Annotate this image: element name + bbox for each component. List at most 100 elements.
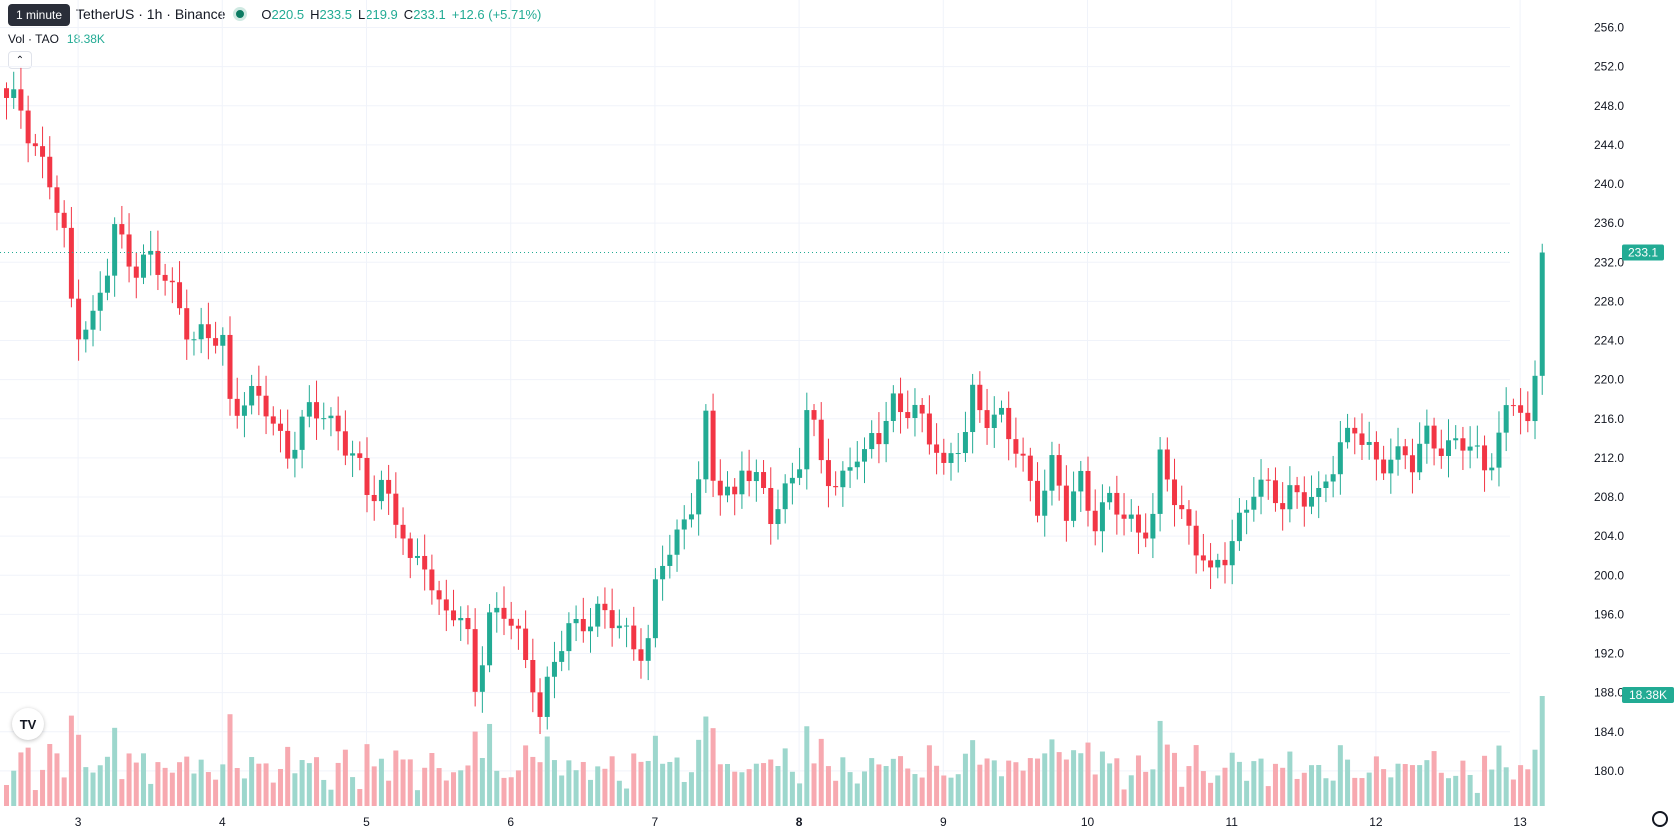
volume-bar-201 <box>1453 775 1459 806</box>
candle-body-26 <box>191 339 197 341</box>
volume-bar-199 <box>1438 772 1444 806</box>
candle-body-6 <box>47 156 53 188</box>
volume-bar-83 <box>602 768 608 806</box>
candle-body-169 <box>1222 559 1228 566</box>
candle-body-156 <box>1128 514 1134 519</box>
volume-legend: Vol · TAO 18.38K <box>8 32 105 46</box>
candle-body-161 <box>1164 449 1170 480</box>
candle-body-196 <box>1417 443 1423 473</box>
time-axis[interactable]: 3 4 5 6 7 8 9 10 11 12 13 <box>75 815 1527 829</box>
volume-bar-139 <box>1006 760 1012 806</box>
candle-body-12 <box>90 310 96 330</box>
volume-bar-128 <box>926 745 932 806</box>
price-tick-17: 248.0 <box>1594 99 1624 113</box>
candle-body-185 <box>1337 442 1343 475</box>
volume-bar-38 <box>277 768 283 806</box>
price-tick-6: 204.0 <box>1594 529 1624 543</box>
candle-body-78 <box>566 623 572 652</box>
candle-body-180 <box>1301 492 1307 507</box>
volume-bar-7 <box>54 753 60 806</box>
symbol-title[interactable]: TetherUS · 1h · Binance <box>76 6 226 22</box>
volume-bar-200 <box>1446 778 1451 806</box>
volume-bar-168 <box>1215 775 1221 806</box>
volume-bar-88 <box>638 761 644 806</box>
candle-body-131 <box>948 453 954 463</box>
price-tick-14: 236.0 <box>1594 216 1624 230</box>
candle-body-177 <box>1280 503 1286 510</box>
candle-body-50 <box>364 457 370 495</box>
volume-bar-124 <box>898 756 904 806</box>
candle-body-63 <box>458 618 464 621</box>
candle-body-109 <box>789 477 795 484</box>
candle-body-34 <box>249 385 255 406</box>
candle-body-93 <box>674 529 680 555</box>
candle-body-202 <box>1460 438 1466 451</box>
volume-bar-140 <box>1013 762 1019 806</box>
candle-body-213 <box>1539 252 1545 376</box>
chevron-up-icon: ⌃ <box>15 54 25 66</box>
volume-bar-193 <box>1395 763 1401 806</box>
candle-body-80 <box>580 618 586 632</box>
candle-body-0 <box>4 88 9 98</box>
volume-bar-157 <box>1135 755 1141 806</box>
volume-bar-132 <box>955 774 961 806</box>
volume-bar-95 <box>688 772 694 806</box>
volume-bar-141 <box>1020 770 1026 806</box>
candle-body-132 <box>955 453 961 455</box>
candle-body-148 <box>1071 491 1077 521</box>
volume-bar-48 <box>350 777 356 806</box>
candle-body-116 <box>840 470 846 488</box>
open-value: 220.5 <box>271 6 305 22</box>
volume-bar-13 <box>97 765 103 806</box>
volume-label[interactable]: Vol · TAO <box>8 32 59 46</box>
volume-bar-49 <box>357 789 363 806</box>
price-tick-1: 184.0 <box>1594 725 1624 739</box>
settings-icon[interactable] <box>1652 811 1668 827</box>
candle-body-30 <box>220 334 226 346</box>
candle-body-83 <box>602 603 608 611</box>
volume-bar-130 <box>941 775 947 806</box>
volume-bar-161 <box>1164 744 1170 806</box>
volume-bar-24 <box>177 762 183 806</box>
candle-body-81 <box>588 626 594 632</box>
candle-body-176 <box>1272 480 1278 504</box>
volume-bar-143 <box>1035 758 1041 806</box>
collapse-legend-button[interactable]: ⌃ <box>8 51 32 69</box>
candle-body-165 <box>1193 525 1199 556</box>
candle-body-174 <box>1258 479 1264 497</box>
volume-bar-105 <box>761 763 767 806</box>
candle-body-90 <box>652 579 658 639</box>
candle-body-92 <box>667 554 673 566</box>
volume-bar-53 <box>386 780 392 806</box>
price-axis[interactable]: 180.0 184.0 188.0 192.0 196.0 200.0 204.0 208.0… <box>1594 21 1674 778</box>
candle-body-38 <box>277 423 283 431</box>
volume-bar-11 <box>83 767 89 806</box>
volume-bar-32 <box>234 768 240 806</box>
last-price-label: 233.1 <box>1628 246 1658 260</box>
candle-body-144 <box>1042 490 1048 516</box>
volume-bar-151 <box>1092 774 1098 806</box>
tradingview-logo[interactable]: TV <box>12 708 44 740</box>
volume-bar-184 <box>1330 780 1336 806</box>
volume-bar-77 <box>559 775 565 806</box>
candle-body-72 <box>523 628 529 661</box>
volume-bar-213 <box>1539 696 1545 806</box>
candle-body-59 <box>429 569 435 591</box>
volume-bar-90 <box>652 735 658 806</box>
candle-body-168 <box>1215 559 1221 568</box>
candle-body-67 <box>487 612 493 666</box>
candle-body-149 <box>1078 470 1084 492</box>
candle-body-211 <box>1525 412 1531 422</box>
price-tick-2: 188.0 <box>1594 686 1624 700</box>
volume-bar-58 <box>422 767 428 806</box>
volume-bar-82 <box>595 766 601 806</box>
volume-bar-2 <box>18 752 24 806</box>
candle-body-14 <box>104 275 110 293</box>
volume-bar-1 <box>11 770 17 806</box>
volume-bar-67 <box>487 723 493 806</box>
candle-body-61 <box>443 599 449 611</box>
candle-body-191 <box>1381 459 1387 474</box>
volume-bar-28 <box>205 772 211 806</box>
candle-body-33 <box>241 405 247 416</box>
